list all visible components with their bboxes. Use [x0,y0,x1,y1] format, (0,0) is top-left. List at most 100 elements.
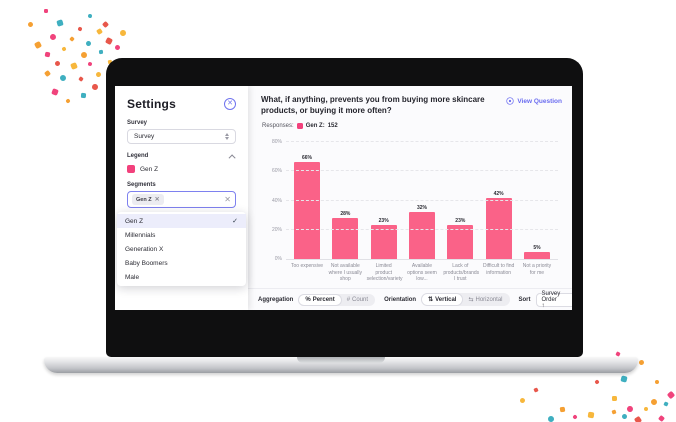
view-question-link[interactable]: View Question [506,97,562,105]
segments-field-label: Segments [127,182,156,188]
confetti-dot [87,61,93,67]
y-axis-tick-label: 80% [271,139,282,145]
close-icon[interactable]: ✕ [224,98,236,110]
confetti-dot [43,69,52,78]
confetti-dot [85,40,92,47]
confetti-dot [49,33,57,41]
x-axis-category-label: Limited product selection/variety [366,263,403,282]
confetti-dot [611,395,618,402]
horizontal-icon: ⇆ [468,297,474,303]
aggregation-option-percent[interactable]: % Percent [299,294,341,305]
gridline: 40% [272,198,558,204]
segment-chip[interactable]: Gen Z ✕ [132,194,164,205]
gridline: 80% [272,139,558,145]
responses-count: 152 [327,123,338,130]
aggregation-label: Aggregation [258,296,294,303]
confetti-dot [643,406,649,412]
confetti-dot [65,98,71,104]
confetti-dot [621,413,628,420]
x-axis-category-label: Difficult to find information [482,263,515,276]
confetti-dot [69,36,75,42]
bar-3[interactable] [370,225,397,259]
responses-label: Responses: [262,123,294,130]
confetti-dot [87,13,93,19]
count-icon: # [346,296,351,303]
chart-controls-bar: Aggregation % Percent # Count Orientation ⇅… [248,288,572,310]
bar-group: 42% [485,142,512,259]
bar-5[interactable] [447,225,474,259]
bar-6[interactable] [485,197,512,259]
confetti-dot [90,82,100,92]
confetti-dot [666,390,676,400]
settings-sidebar: Settings ✕ Survey Survey Legend Gen Z Se… [115,86,248,310]
confetti-dot [51,88,59,96]
chip-remove-icon[interactable]: ✕ [154,197,160,203]
segments-dropdown: Gen Z ✓ Millennials Generation X Baby Boomer… [117,212,246,286]
bar-value-label: 28% [340,211,351,218]
question-title: What, if anything, prevents you from buy… [261,95,485,116]
dropdown-item-baby-boomers[interactable]: Baby Boomers [117,256,246,270]
gridline: 20% [272,227,558,233]
chevron-up-icon[interactable] [228,153,236,161]
confetti-dot [26,20,35,29]
legend-section-label: Legend [127,153,149,159]
legend-item: Gen Z [127,165,236,173]
aggregation-toggle: % Percent # Count [298,293,376,306]
orientation-toggle: ⇅ Vertical ⇆ Horizontal [421,293,510,306]
dropdown-item-male[interactable]: Male [117,270,246,284]
confetti-dot [572,414,578,420]
confetti-dot [559,406,566,413]
segments-input[interactable]: Gen Z ✕ ✕ [127,191,236,208]
laptop-notch [297,357,385,363]
sort-select-value: Survey Order ↑ [541,290,561,309]
confetti-dot [638,359,645,366]
bar-4[interactable] [408,212,435,259]
bar-1[interactable] [294,162,320,259]
survey-select[interactable]: Survey [127,129,236,144]
clear-input-icon[interactable]: ✕ [224,194,231,204]
responses-row: Responses: Gen Z: 152 [248,120,572,130]
dropdown-item-generation-x[interactable]: Generation X [117,242,246,256]
confetti-dot [654,379,660,385]
responses-series: Gen Z: [305,123,325,130]
bar-value-label: 66% [301,155,312,162]
x-axis-category-label: Available options seem low... [407,263,437,282]
x-axis-category-label: Not a priority for me [522,263,552,276]
bar-group: 66% [294,142,320,259]
confetti-dot [77,26,83,32]
bar-group: 32% [408,142,435,259]
confetti-dot [114,44,121,51]
dropdown-item-gen-z[interactable]: Gen Z ✓ [117,214,246,228]
bar-7[interactable] [523,251,550,259]
bar-value-label: 23% [378,218,389,225]
x-axis-category-label: Lack of products/brands I trust [443,263,480,282]
confetti-dot [587,411,595,419]
orientation-option-vertical[interactable]: ⇅ Vertical [422,294,463,305]
dropdown-item-label: Generation X [125,245,164,253]
confetti-dot [620,375,628,383]
confetti-dot [61,46,67,52]
dropdown-item-label: Gen Z [125,217,144,225]
confetti-dot [633,415,643,422]
confetti-dot [95,71,102,78]
laptop-screen-bezel: What, if anything, prevents you from buy… [106,58,583,357]
series-swatch [296,123,303,130]
main-header: What, if anything, prevents you from buy… [248,86,572,120]
gridline: 60% [272,168,558,174]
confetti-dot [104,36,114,46]
confetti-dot [54,60,61,67]
y-axis-tick-label: 40% [271,197,282,204]
sort-select[interactable]: Survey Order ↑ [535,290,572,309]
bar-group: 23% [370,142,397,259]
laptop-base [44,357,638,373]
confetti-dot [33,40,43,50]
x-axis-category-label: Not available where I usually shop [328,263,362,282]
aggregation-option-count[interactable]: # Count [341,295,374,305]
orientation-option-horizontal[interactable]: ⇆ Horizontal [462,294,508,305]
survey-select-value: Survey [134,133,155,140]
confetti-dot [546,414,556,422]
dropdown-item-millennials[interactable]: Millennials [117,228,246,242]
plot-area: 66% 28% 23% 32% 23% 42% 5% 0% 20% 40% 60% 80% [272,139,558,262]
bar-2[interactable] [332,218,359,259]
confetti-dot [119,29,127,37]
